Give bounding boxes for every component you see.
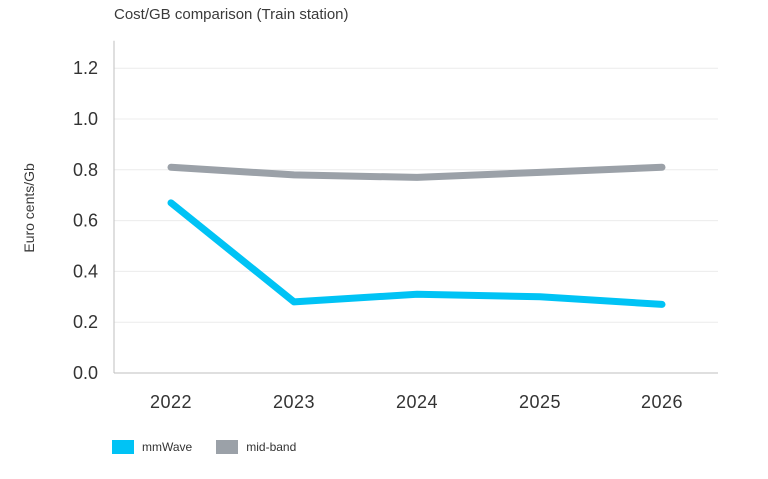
x-tick-labels: 2022 2023 2024 2025 2026: [150, 392, 683, 412]
y-tick-label: 0.0: [73, 363, 98, 383]
y-tick-label: 0.8: [73, 160, 98, 180]
series-line-mid-band: [167, 163, 666, 181]
y-axis-title: Euro cents/Gb: [21, 163, 37, 253]
x-tick-label: 2026: [641, 392, 683, 412]
y-tick-labels: 0.0 0.2 0.4 0.6 0.8 1.0 1.2: [73, 58, 98, 383]
y-tick-label: 1.0: [73, 109, 98, 129]
legend-swatch-mid-band: [216, 440, 239, 454]
legend-swatch-mmwave: [112, 440, 134, 454]
axes: [113, 40, 718, 374]
legend-label-mid-band: mid-band: [246, 440, 297, 454]
x-tick-label: 2025: [519, 392, 561, 412]
y-tick-label: 0.4: [73, 261, 98, 281]
chart-title: Cost/GB comparison (Train station): [114, 6, 349, 23]
gridlines: [114, 67, 718, 323]
legend-label-mmwave: mmWave: [142, 440, 193, 454]
y-tick-label: 0.2: [73, 312, 98, 332]
legend-item-mid-band[interactable]: mid-band: [216, 440, 296, 454]
series-line-mmwave: [167, 199, 666, 308]
x-tick-label: 2024: [396, 392, 438, 412]
y-tick-label: 1.2: [73, 58, 98, 78]
legend-item-mmwave[interactable]: mmWave: [112, 440, 192, 454]
series-lines: [167, 163, 666, 308]
y-tick-label: 0.6: [73, 211, 98, 231]
x-tick-label: 2023: [273, 392, 315, 412]
legend: mmWave mid-band: [112, 440, 296, 454]
x-tick-label: 2022: [150, 392, 192, 412]
